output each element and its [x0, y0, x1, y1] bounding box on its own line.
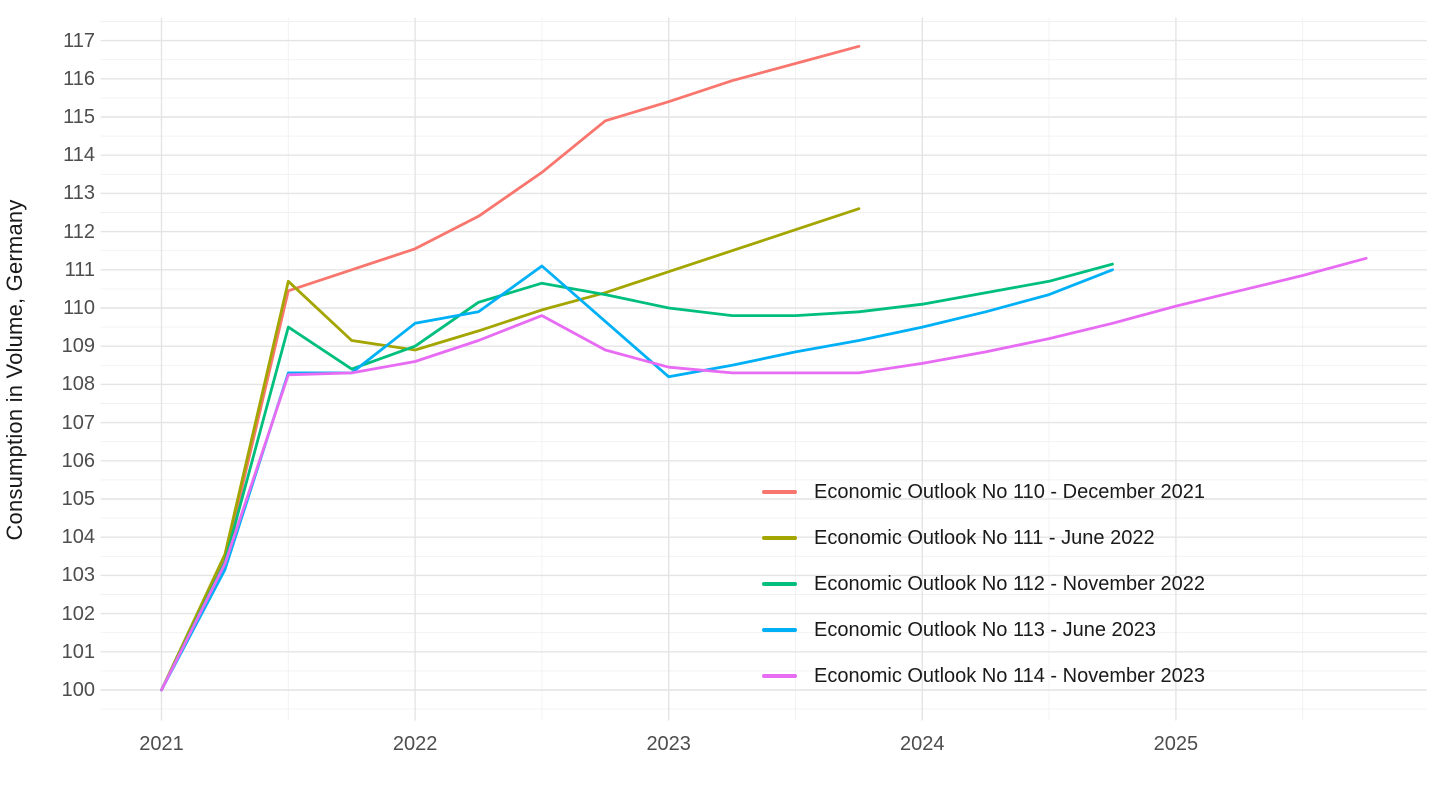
y-tick-label: 117 — [63, 29, 95, 52]
series-line-0 — [160, 44, 861, 692]
x-tick-label: 2021 — [139, 733, 184, 755]
y-tick-label: 112 — [63, 220, 95, 243]
y-tick-label: 101 — [61, 640, 95, 663]
y-tick-label: 105 — [61, 488, 95, 510]
legend-label: Economic Outlook No 114 - November 2023 — [814, 664, 1205, 687]
x-tick-label: 2023 — [646, 733, 691, 755]
y-tick-label: 109 — [61, 335, 95, 358]
legend-label: Economic Outlook No 110 - December 2021 — [814, 480, 1205, 503]
y-axis-title: Consumption in Volume, Germany — [2, 199, 27, 541]
y-tick-label: 116 — [63, 67, 95, 90]
y-tick-label: 110 — [63, 297, 95, 319]
y-tick-label: 102 — [61, 602, 95, 625]
y-tick-label: 103 — [61, 564, 95, 587]
y-tick-label: 114 — [63, 144, 95, 167]
y-tick-label: 108 — [61, 373, 95, 396]
y-tick-label: 111 — [64, 258, 95, 281]
legend-line-swatch — [762, 628, 797, 632]
legend-line-swatch — [762, 582, 797, 586]
x-tick-label: 2025 — [1153, 733, 1199, 755]
y-tick-label: 100 — [61, 679, 95, 701]
series-line-4 — [160, 256, 1368, 692]
legend-label: Economic Outlook No 113 - June 2023 — [814, 618, 1157, 641]
legend-label: Economic Outlook No 112 - November 2022 — [814, 572, 1205, 595]
legend-item: Economic Outlook No 114 - November 2023 — [762, 664, 1205, 688]
legend-item: Economic Outlook No 111 - June 2022 — [762, 526, 1155, 550]
y-tick-label: 115 — [63, 106, 95, 128]
x-tick-label: 2022 — [392, 733, 438, 755]
y-tick-label: 107 — [61, 411, 95, 434]
legend-line-swatch — [762, 674, 797, 678]
series-line-1 — [160, 207, 861, 692]
y-tick-label: 106 — [61, 449, 95, 472]
series-line-2 — [160, 262, 1114, 692]
legend-item: Economic Outlook No 113 - June 2023 — [762, 618, 1156, 642]
legend-item: Economic Outlook No 112 - November 2022 — [762, 572, 1205, 596]
legend-line-swatch — [762, 490, 797, 494]
legend-item: Economic Outlook No 110 - December 2021 — [762, 480, 1205, 504]
legend-line-swatch — [762, 536, 797, 540]
legend-label: Economic Outlook No 111 - June 2022 — [814, 526, 1155, 549]
y-tick-label: 113 — [63, 182, 95, 205]
y-tick-label: 104 — [61, 526, 95, 549]
x-tick-label: 2024 — [900, 733, 945, 755]
